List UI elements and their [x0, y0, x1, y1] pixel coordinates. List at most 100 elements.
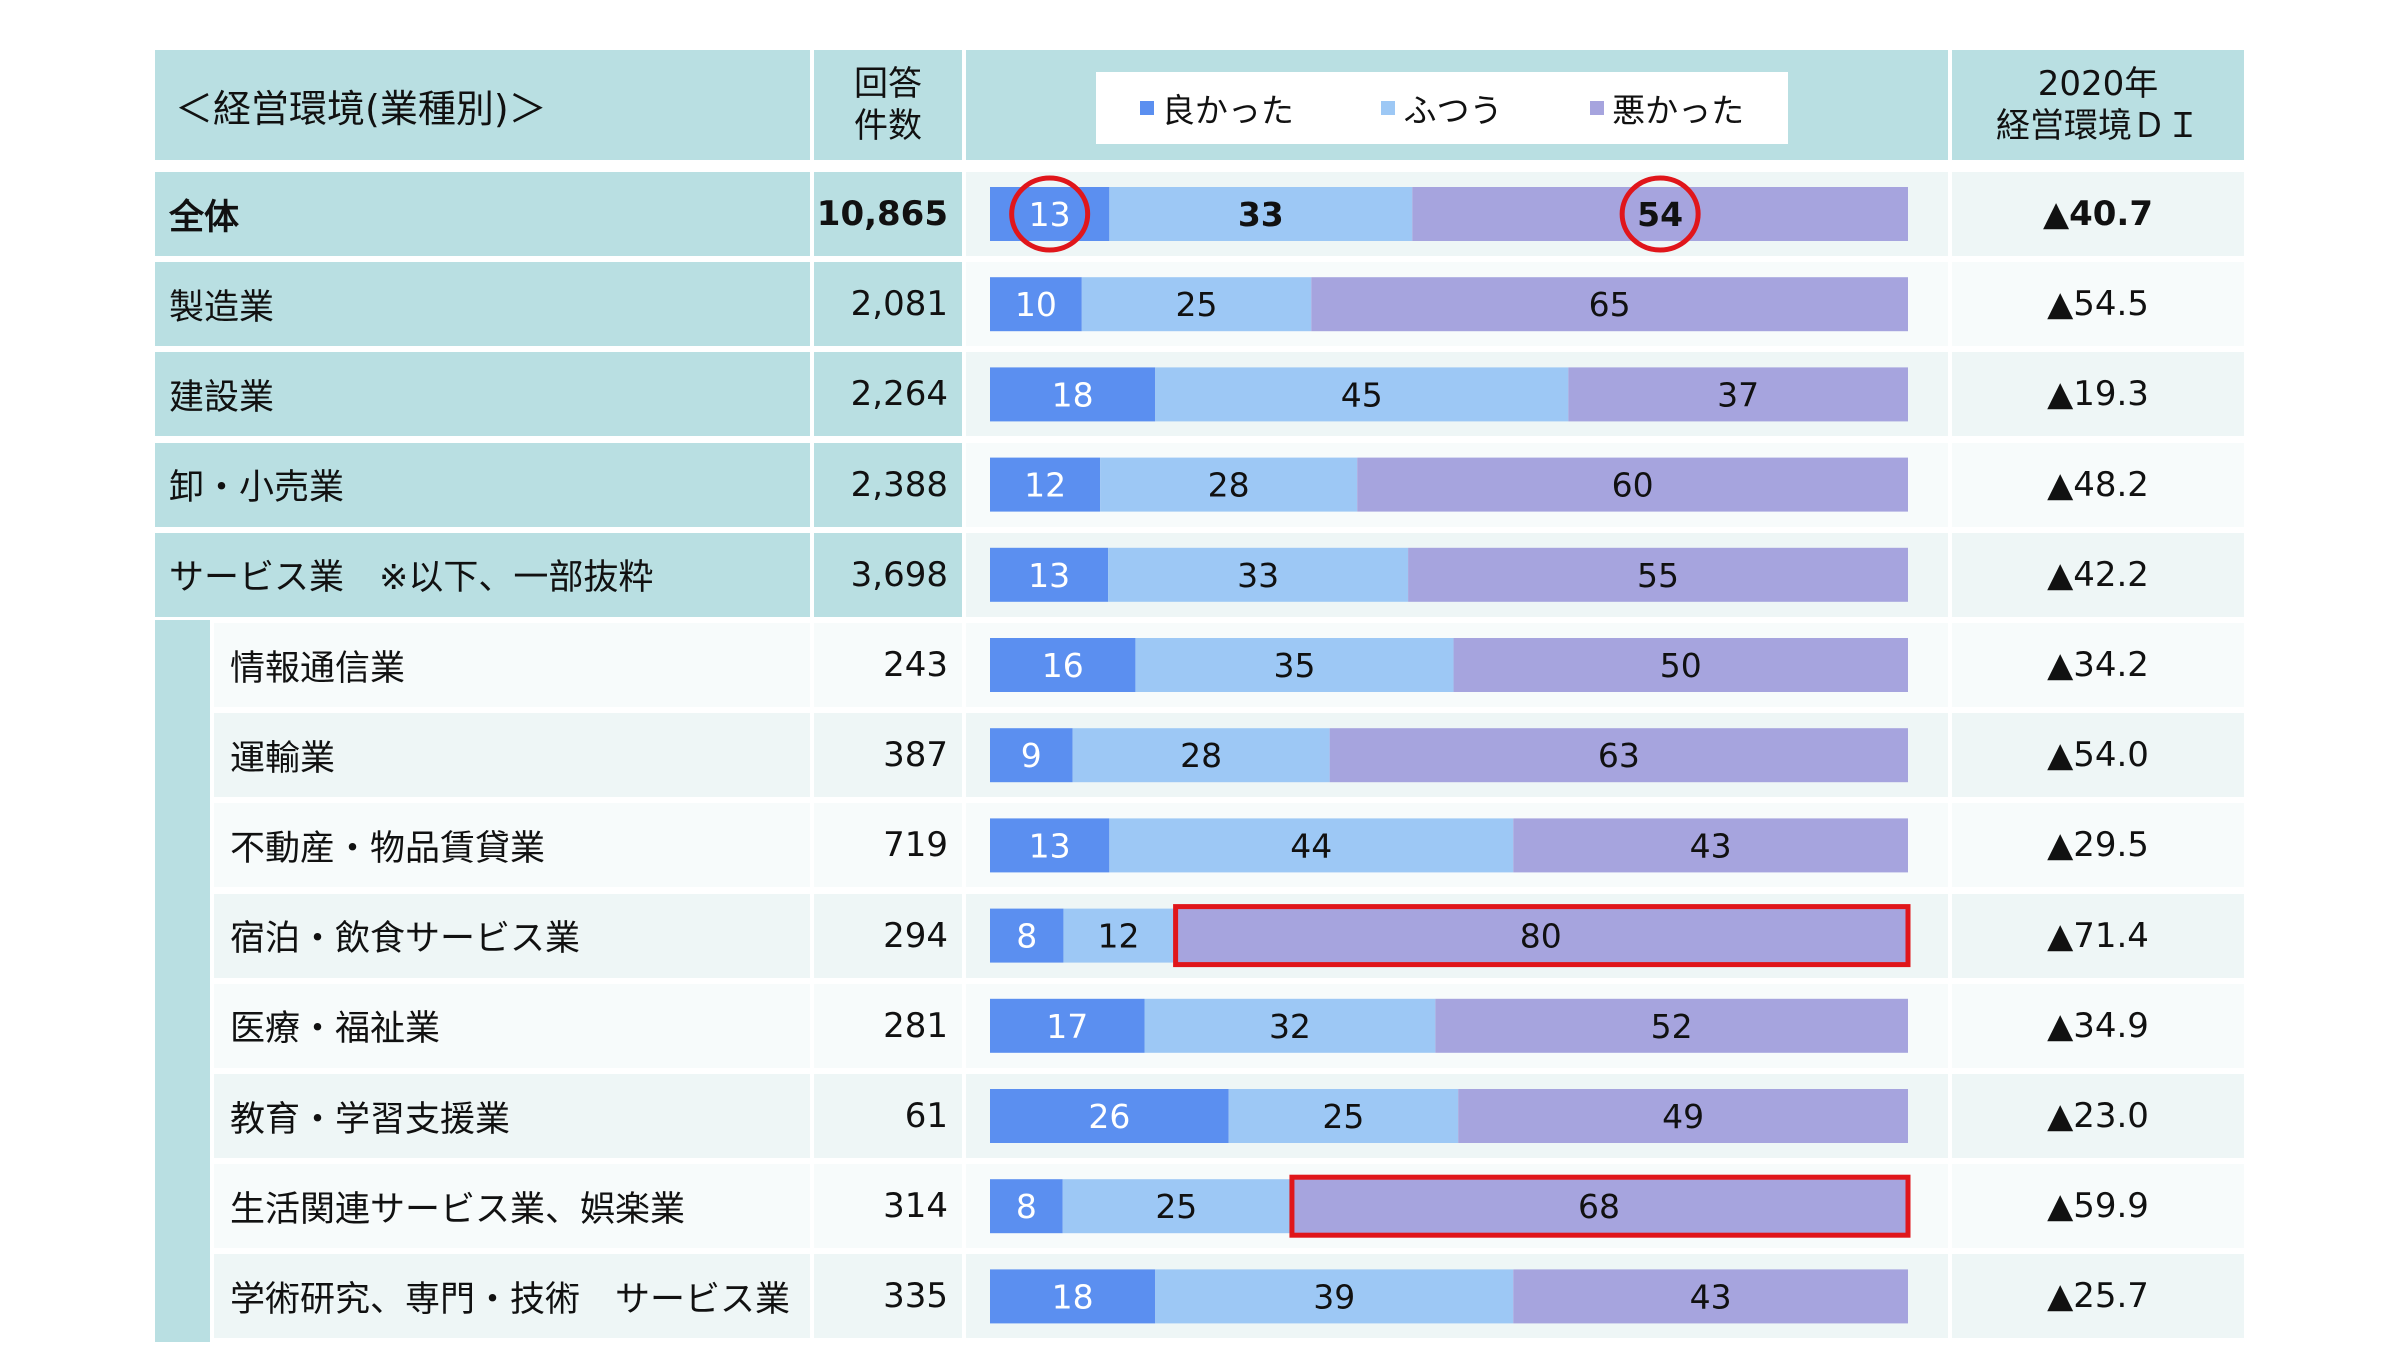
di-value-2-text: ▲19.3 [2047, 374, 2149, 415]
table-title: ＜経営環境(業種別)＞ [155, 50, 810, 160]
row-label-2: 建設業 [155, 352, 810, 437]
response-count-6-text: 387 [883, 735, 948, 776]
response-count-5-text: 243 [883, 645, 948, 685]
bar-2-2 [1568, 367, 1908, 422]
response-count-0-text: 10,865 [816, 194, 948, 234]
di-value-1: ▲54.5 [1952, 262, 2244, 347]
di-value-0-text: ▲40.7 [2042, 194, 2154, 234]
highlight-circle-0 [1009, 175, 1091, 253]
response-count-11: 314 [814, 1164, 962, 1249]
bar-label-6-2: 63 [1598, 736, 1640, 775]
highlight-rect-2 [1173, 904, 1911, 968]
bar-10-2 [1458, 1089, 1908, 1143]
bar-label-1-0: 10 [1015, 285, 1057, 324]
table-title-text: ＜経営環境(業種別)＞ [175, 86, 547, 131]
di-value-4: ▲42.2 [1952, 532, 2244, 617]
bar-6-0 [990, 728, 1073, 783]
row-label-9-text: 医療・福祉業 [230, 1009, 441, 1050]
bar-label-8-2: 80 [1520, 917, 1562, 956]
bar-label-12-2: 43 [1690, 1277, 1732, 1316]
bar-label-10-2: 49 [1662, 1097, 1704, 1136]
di-value-1-text: ▲54.5 [2047, 284, 2149, 325]
row-label-11: 生活関連サービス業、娯楽業 [214, 1164, 810, 1249]
response-count-11-text: 314 [883, 1186, 948, 1227]
row-label-6: 運輸業 [214, 713, 810, 798]
row-label-11-text: 生活関連サービス業、娯楽業 [230, 1189, 686, 1230]
bar-5-1 [1135, 638, 1454, 692]
bar-label-5-1: 35 [1273, 646, 1315, 685]
bar-label-6-0: 9 [1021, 736, 1042, 775]
bar-3-2 [1357, 457, 1908, 512]
legend-swatch-bad [1590, 101, 1605, 115]
legend-label-good: 良かった [1161, 91, 1294, 130]
legend-label-normal: ふつう [1403, 91, 1503, 130]
di-value-11-text: ▲59.9 [2047, 1186, 2149, 1227]
row-label-8-text: 宿泊・飲食サービス業 [230, 919, 581, 960]
bar-3-0 [990, 457, 1101, 512]
bar-label-0-0: 13 [1029, 195, 1071, 234]
bar-label-11-1: 25 [1155, 1187, 1197, 1226]
bar-6-1 [1072, 728, 1330, 783]
service-group-strip [155, 620, 210, 1342]
row-label-10: 教育・学習支援業 [214, 1074, 810, 1158]
row-label-6-text: 運輸業 [230, 738, 336, 779]
row-label-3: 卸・小売業 [155, 442, 810, 527]
row-label-7: 不動産・物品賃貸業 [214, 803, 810, 888]
response-count-9: 281 [814, 983, 962, 1068]
legend-label-bad: 悪かった [1612, 91, 1745, 130]
bar-label-2-2: 37 [1717, 375, 1759, 414]
bar-5-0 [990, 638, 1136, 692]
count-header-line2: 件数 [854, 106, 922, 146]
bar-label-0-1: 33 [1238, 195, 1284, 234]
bar-8-1 [1063, 908, 1174, 963]
bar-label-4-0: 13 [1028, 556, 1070, 595]
bar-label-3-1: 28 [1208, 466, 1250, 505]
bar-label-6-1: 28 [1180, 736, 1222, 775]
bar-label-0-2: 54 [1637, 195, 1683, 234]
bar-label-4-2: 55 [1637, 556, 1679, 595]
bar-4-0 [990, 547, 1109, 602]
legend-swatch-good [1139, 101, 1154, 115]
di-value-0: ▲40.7 [1952, 172, 2244, 256]
bar-9-1 [1144, 998, 1436, 1053]
bar-6-2 [1329, 728, 1908, 783]
highlight-rect-3 [1289, 1174, 1911, 1238]
bar-label-11-2: 68 [1578, 1187, 1620, 1226]
bar-label-9-0: 17 [1046, 1007, 1088, 1046]
bar-12-1 [1155, 1269, 1514, 1324]
response-count-3-text: 2,388 [850, 464, 948, 505]
response-count-4-text: 3,698 [850, 554, 948, 595]
row-label-9: 医療・福祉業 [214, 983, 810, 1068]
di-value-9: ▲34.9 [1952, 983, 2244, 1068]
bar-10-0 [990, 1089, 1229, 1143]
di-value-11: ▲59.9 [1952, 1164, 2244, 1249]
row-label-10-text: 教育・学習支援業 [230, 1099, 511, 1140]
legend-item-bad: 悪かった [1590, 84, 1744, 132]
bar-3-1 [1100, 457, 1358, 512]
row-label-1-text: 製造業 [169, 287, 275, 328]
response-count-4: 3,698 [814, 532, 962, 617]
response-count-2: 2,264 [814, 352, 962, 437]
row-label-2-text: 建設業 [169, 377, 275, 418]
response-count-12-text: 335 [883, 1276, 948, 1317]
bar-label-7-1: 44 [1290, 826, 1332, 865]
legend-item-normal: ふつう [1381, 84, 1502, 132]
bar-12-2 [1513, 1269, 1908, 1324]
bar-2-0 [990, 367, 1156, 422]
response-count-8: 294 [814, 893, 962, 978]
bar-label-7-2: 43 [1690, 826, 1732, 865]
highlight-circle-1 [1619, 175, 1701, 253]
legend: 良かった ふつう 悪かった [1096, 72, 1788, 144]
bar-label-12-1: 39 [1313, 1277, 1355, 1316]
di-header-line2: 経営環境ＤＩ [1996, 106, 2200, 146]
di-value-9-text: ▲34.9 [2047, 1005, 2149, 1046]
di-value-12-text: ▲25.7 [2047, 1276, 2149, 1317]
response-count-10: 61 [814, 1074, 962, 1158]
bar-label-2-1: 45 [1341, 375, 1383, 414]
count-header-line1: 回答 [854, 64, 922, 104]
bar-0-1 [1109, 187, 1413, 241]
response-count-2-text: 2,264 [850, 374, 948, 415]
bar-2-1 [1155, 367, 1569, 422]
